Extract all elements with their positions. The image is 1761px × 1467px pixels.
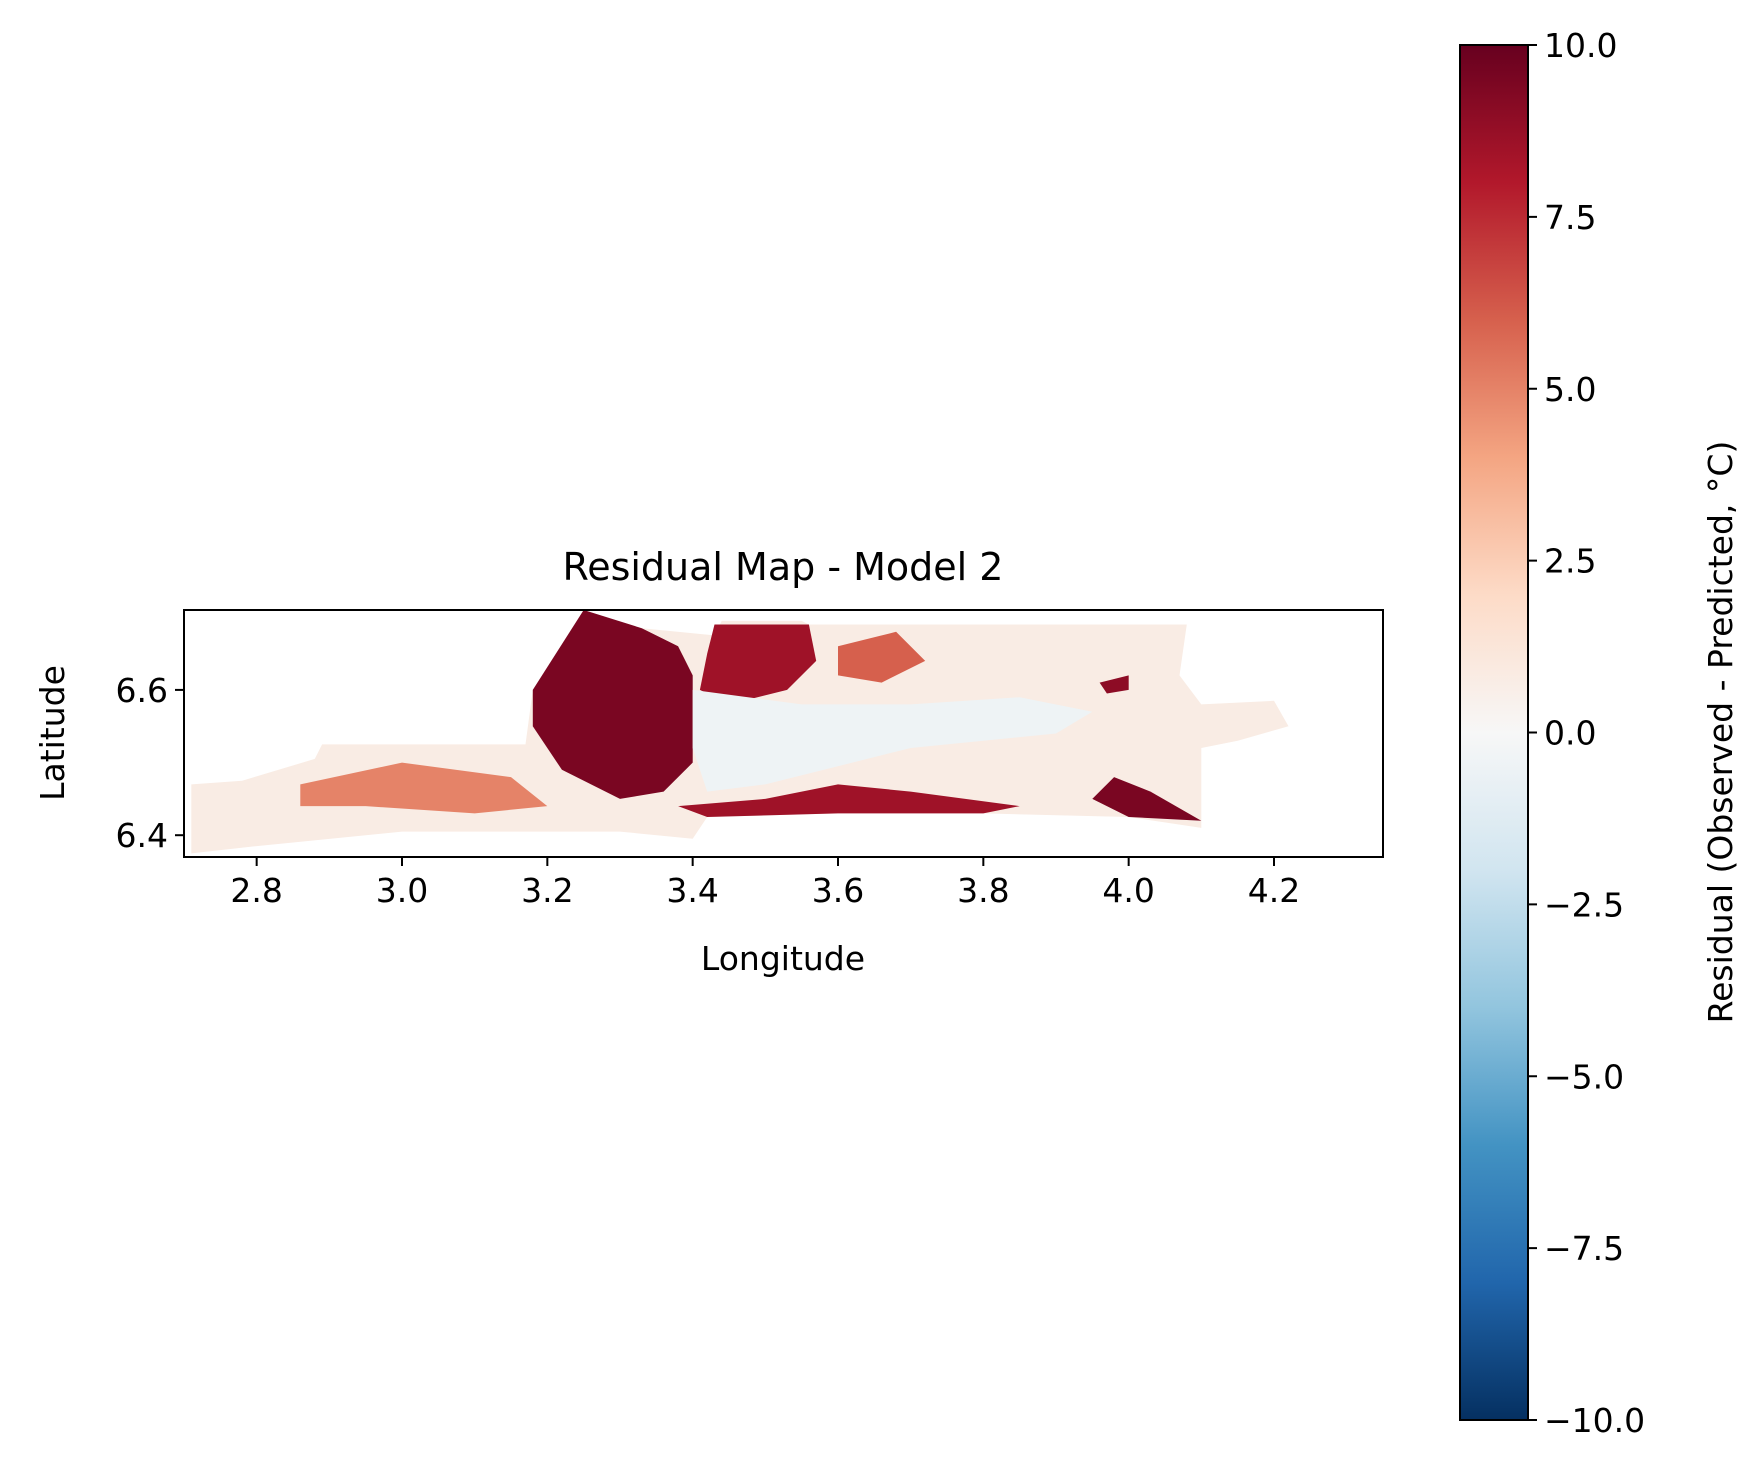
colorbar-tick-label: 7.5 [1544,198,1596,237]
colorbar-tick-label: −2.5 [1544,885,1624,924]
y-tick-label: 6.4 [116,816,168,855]
y-axis-label: Latitude [33,665,72,801]
colorbar-tick-label: 10.0 [1544,26,1617,65]
colorbar-tick-label: −5.0 [1544,1057,1624,1096]
residual-patch-2 [678,784,1020,817]
x-tick-label: 4.0 [1102,871,1154,910]
colorbar-axis: −10.0 −7.5 −5.0 −2.5 0.0 2.5 5.0 7.5 10.0 [1528,26,1645,1440]
colorbar-label: Residual (Observed - Predicted, °C) [1701,441,1740,1024]
colorbar-tick-label: 0.0 [1544,714,1596,753]
residual-patch-0 [532,610,693,799]
x-tick-label: 3.2 [521,871,573,910]
plot-area-frame [183,609,1384,858]
residual-patch-7 [1099,675,1129,694]
colorbar-tick-label: −7.5 [1544,1229,1624,1268]
x-axis-label: Longitude [701,939,865,978]
x-tick-label: 2.8 [230,871,282,910]
residual-patch-1 [699,624,817,705]
x-axis: 2.8 3.0 3.2 3.4 3.6 3.8 4.0 4.2 [230,857,1300,910]
colorbar [1459,44,1529,1421]
x-tick-label: 3.6 [812,871,864,910]
residual-patch-6 [838,631,926,683]
x-tick-label: 4.2 [1248,871,1300,910]
colorbar-tick-label: −10.0 [1544,1401,1645,1440]
x-tick-label: 3.4 [666,871,718,910]
residual-patch-3 [1092,777,1202,821]
x-tick-label: 3.0 [376,871,428,910]
chart-title: Residual Map - Model 2 [563,545,1004,589]
map-layer [191,610,1289,854]
y-axis: 6.4 6.6 [116,671,184,855]
residual-patch-4 [300,762,548,814]
colorbar-tick-label: 5.0 [1544,370,1596,409]
x-tick-label: 3.8 [957,871,1009,910]
y-tick-label: 6.6 [116,671,168,710]
residual-patch-5 [692,689,1093,792]
colorbar-tick-label: 2.5 [1544,542,1596,581]
